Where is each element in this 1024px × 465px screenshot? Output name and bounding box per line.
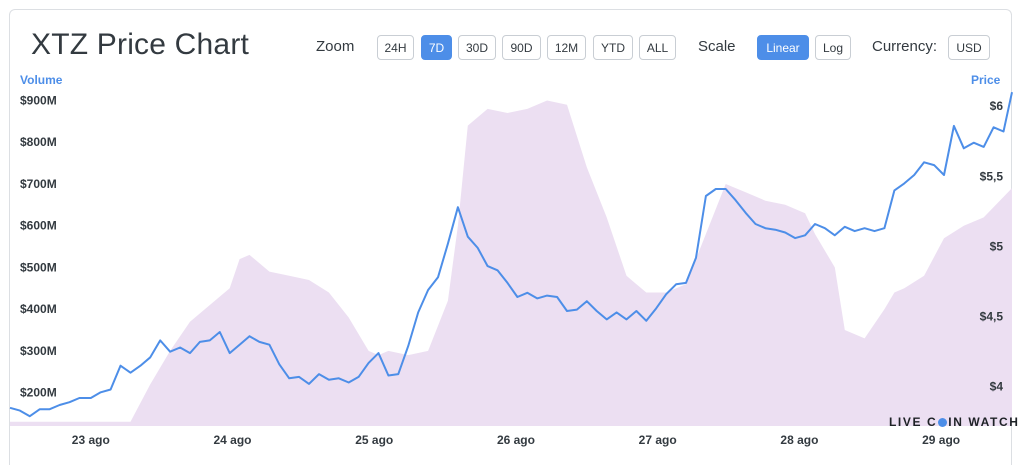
live-coin-watch-watermark: LIVE C IN WATCH [889,415,1020,429]
left-axis-title: Volume [20,73,63,87]
price-tick-label: $6 [990,99,1004,113]
zoom-30d-button[interactable]: 30D [458,35,496,60]
volume-tick-label: $700M [20,177,57,191]
volume-tick-label: $600M [20,219,57,233]
zoom-all-button[interactable]: ALL [639,35,676,60]
zoom-label: Zoom [316,38,355,55]
volume-tick-label: $200M [20,386,57,400]
date-tick-label: 24 ago [214,433,252,447]
volume-tick-label: $900M [20,94,57,108]
coin-logo-icon [938,418,948,427]
watermark-text-end: IN WATCH [948,415,1020,429]
date-tick-label: 28 ago [780,433,818,447]
volume-tick-label: $500M [20,260,57,274]
volume-area [10,100,1012,426]
currency-select[interactable]: USD [948,35,990,60]
zoom-12m-button[interactable]: 12M [547,35,586,60]
price-tick-label: $4,5 [980,310,1004,324]
currency-label: Currency: [872,38,938,55]
zoom-24h-button[interactable]: 24H [377,35,414,60]
volume-tick-label: $300M [20,344,57,358]
date-tick-label: 29 ago [922,433,960,447]
watermark-text-start: LIVE C [889,415,938,429]
price-line [9,91,1013,418]
price-tick-label: $5,5 [980,169,1004,183]
scale-log-button[interactable]: Log [815,35,851,60]
zoom-7d-button[interactable]: 7D [421,35,452,60]
zoom-90d-button[interactable]: 90D [502,35,541,60]
right-axis-title: Price [971,73,1001,87]
chart-title: XTZ Price Chart [31,28,250,61]
price-tick-label: $5 [990,239,1004,253]
scale-label: Scale [698,38,736,55]
scale-linear-button[interactable]: Linear [757,35,809,60]
volume-tick-label: $800M [20,135,57,149]
price-tick-label: $4 [990,380,1004,394]
date-tick-label: 26 ago [497,433,535,447]
date-tick-label: 27 ago [639,433,677,447]
volume-tick-label: $400M [20,302,57,316]
date-tick-label: 23 ago [72,433,110,447]
date-tick-label: 25 ago [355,433,393,447]
zoom-ytd-button[interactable]: YTD [593,35,633,60]
